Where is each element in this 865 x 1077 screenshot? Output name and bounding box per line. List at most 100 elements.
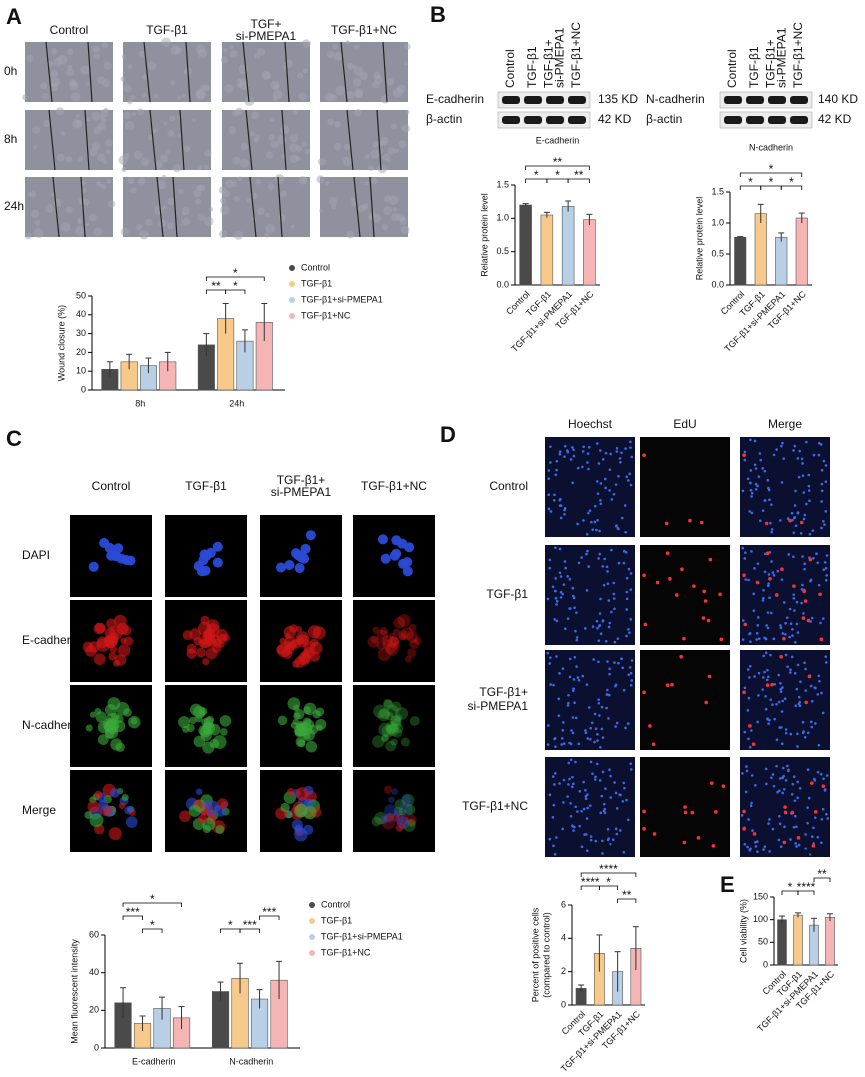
if-signal: [374, 811, 387, 825]
cell-texture: [333, 51, 343, 61]
cell-texture: [327, 118, 335, 126]
nucleus: [819, 443, 823, 446]
edu-positive: [665, 551, 670, 556]
edu-positive: [708, 557, 713, 562]
blot-size: 42 KD: [598, 112, 632, 126]
nucleus: [598, 612, 602, 615]
cell-texture: [65, 156, 73, 163]
edu-positive: [642, 453, 646, 457]
if-signal: [85, 724, 93, 732]
if-signal: [115, 742, 125, 753]
nucleus: [596, 492, 600, 495]
nucleus: [552, 844, 555, 848]
cell-texture: [77, 156, 84, 162]
nucleus: [820, 489, 824, 493]
cell-texture: [183, 69, 188, 74]
nucleus: [779, 681, 782, 685]
if-signal: [98, 800, 109, 810]
if-signal: [315, 718, 327, 730]
nucleus: [569, 607, 572, 610]
nucleus: [567, 693, 570, 697]
cell-texture: [383, 206, 393, 216]
cell-texture: [269, 117, 275, 123]
row-label: Control: [489, 479, 528, 493]
nucleus: [778, 519, 782, 522]
cell-texture: [257, 207, 265, 216]
nucleus: [780, 710, 784, 713]
nucleus: [792, 449, 795, 452]
nucleus: [803, 562, 807, 566]
nucleus: [750, 801, 753, 805]
nucleus: [769, 521, 772, 525]
cell-texture: [197, 213, 206, 222]
if-signal: [381, 815, 395, 830]
nucleus: [763, 469, 767, 473]
nucleus: [764, 637, 768, 641]
nucleus: [769, 653, 772, 657]
cell-texture: [120, 227, 129, 236]
if-signal: [117, 644, 131, 657]
nucleus: [598, 623, 602, 627]
nucleus: [767, 582, 770, 585]
if-signal: [200, 615, 210, 625]
blot-band: [724, 116, 742, 124]
significance-label: *: [228, 918, 233, 932]
nucleus: [593, 740, 596, 744]
nucleus: [761, 467, 764, 470]
cell-texture: [295, 145, 303, 152]
nucleus: [766, 668, 769, 672]
nucleus: [772, 573, 776, 577]
panel-letter: D: [440, 422, 456, 447]
nucleus: [595, 619, 599, 623]
nucleus: [757, 694, 760, 697]
nucleus: [820, 691, 823, 695]
nucleus: [784, 728, 788, 731]
nucleus: [595, 762, 599, 766]
nucleus: [815, 552, 818, 555]
x-tick-label: N-cadherin: [229, 1056, 273, 1066]
nucleus: [608, 768, 611, 772]
nucleus: [622, 561, 626, 565]
cell-texture: [237, 176, 243, 182]
cell-texture: [334, 121, 341, 128]
nucleus: [555, 599, 559, 603]
cell-texture: [267, 183, 275, 190]
nucleus: [619, 829, 622, 832]
nucleus: [764, 694, 767, 698]
nucleus: [753, 567, 756, 570]
nucleus: [781, 699, 784, 703]
cell-texture: [103, 61, 112, 70]
y-axis-label: Percent of positive cells: [530, 907, 540, 1002]
edu-positive: [718, 592, 722, 597]
if-signal: [196, 647, 206, 658]
nucleus: [587, 445, 591, 449]
nucleus: [602, 583, 606, 587]
cell-texture: [151, 128, 157, 134]
nucleus: [781, 776, 785, 780]
edu-positive: [807, 674, 812, 679]
cell-texture: [169, 115, 176, 122]
if-signal: [120, 637, 127, 645]
nucleus: [792, 531, 796, 534]
nucleus: [805, 502, 808, 506]
nucleus: [777, 838, 781, 842]
nucleus: [771, 703, 774, 706]
nucleus: [617, 561, 621, 565]
cell-texture: [246, 197, 252, 204]
panel-letter: C: [6, 426, 22, 451]
cell-texture: [265, 151, 273, 159]
nucleus: [559, 516, 563, 520]
if-signal: [296, 722, 306, 732]
nucleus: [754, 488, 758, 491]
y-tick-label: 150: [753, 891, 768, 901]
cell-texture: [91, 111, 101, 122]
cell-texture: [105, 139, 113, 147]
cell-texture: [163, 205, 168, 210]
lane-label: Control: [503, 49, 517, 88]
nucleus: [574, 716, 578, 720]
nucleus: [572, 454, 576, 458]
nucleus: [585, 683, 589, 686]
cell-texture: [170, 45, 180, 56]
if-signal: [409, 715, 420, 726]
nucleus: [795, 845, 798, 848]
